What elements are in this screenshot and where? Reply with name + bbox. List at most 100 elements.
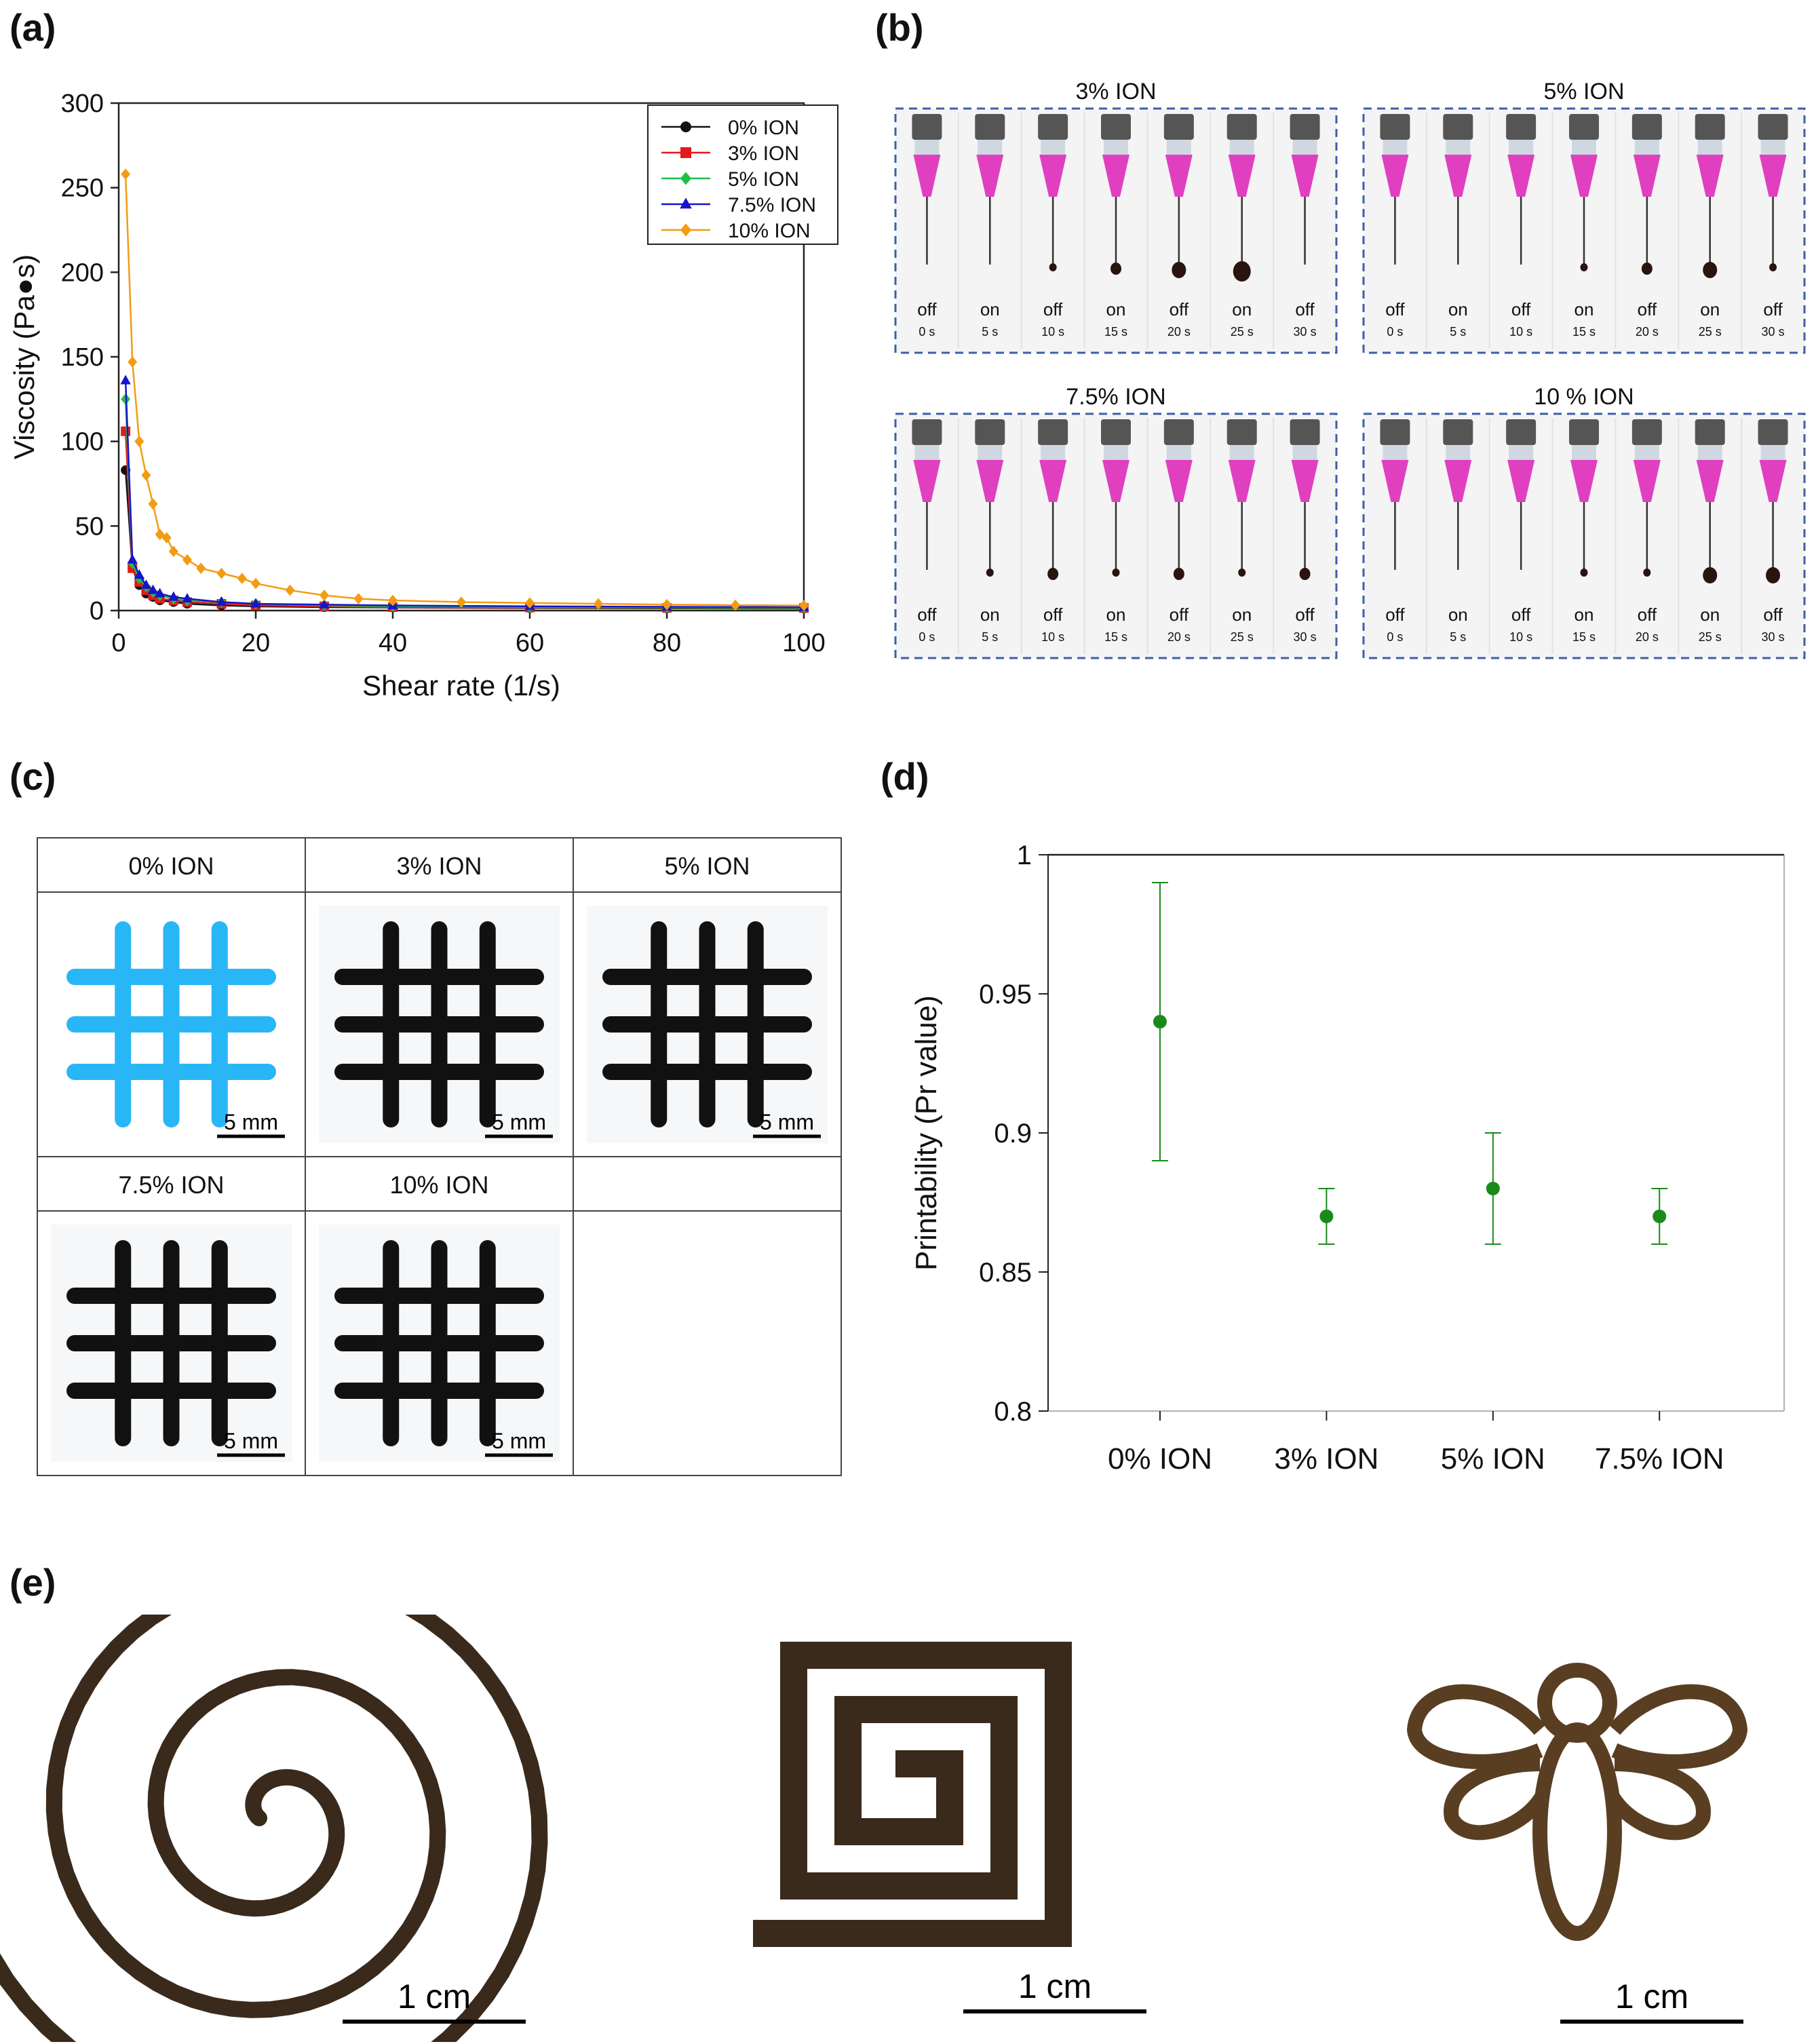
valve-state: on bbox=[980, 604, 1000, 625]
syringe-liquid bbox=[1570, 155, 1598, 197]
drop bbox=[1643, 568, 1651, 577]
time-label: 0 s bbox=[919, 325, 935, 339]
valve-state: off bbox=[1638, 604, 1657, 625]
syringe-frame: off 0 s bbox=[1380, 114, 1410, 339]
syringe-liquid bbox=[1165, 460, 1193, 502]
time-label: 10 s bbox=[1509, 630, 1532, 644]
x-tick-label: 5% ION bbox=[1441, 1442, 1545, 1476]
time-label: 5 s bbox=[1450, 630, 1466, 644]
syringe-cap bbox=[975, 419, 1005, 445]
syringe-cap bbox=[1226, 114, 1257, 140]
x-tick-label: 80 bbox=[653, 629, 681, 657]
y-tick-label: 150 bbox=[61, 343, 104, 372]
series-line bbox=[124, 469, 805, 610]
syringe-hub bbox=[1383, 140, 1408, 155]
syringe-frame: on 5 s bbox=[957, 418, 1005, 654]
syringe-extrusion-panel: 3% ION off 0 s on 5 s off 10 s on 15 s off 20 s on 2… bbox=[894, 79, 1806, 659]
drop bbox=[1703, 262, 1718, 278]
printed-shapes-panel: 1 cm 1 cm 1 cm bbox=[0, 1615, 1747, 2042]
syringe-hub bbox=[914, 140, 940, 155]
y-tick-label: 0.95 bbox=[979, 980, 1032, 1009]
scale-label: 5 mm bbox=[492, 1110, 546, 1134]
drop bbox=[1580, 568, 1588, 577]
syringe-hub bbox=[914, 445, 940, 460]
scale-label: 1 cm bbox=[398, 1978, 471, 2016]
syringe-frame: off 20 s bbox=[1146, 418, 1194, 654]
time-label: 5 s bbox=[982, 630, 998, 644]
cell-title: 5% ION bbox=[664, 852, 750, 880]
syringe-cap bbox=[1226, 419, 1257, 445]
panel-label-b: (b) bbox=[875, 6, 924, 49]
data-point bbox=[216, 596, 227, 606]
syringe-frame: off 10 s bbox=[1488, 418, 1537, 654]
valve-state: on bbox=[1448, 299, 1468, 320]
syringe-liquid bbox=[913, 155, 941, 197]
valve-state: on bbox=[1106, 299, 1126, 320]
syringe-hub bbox=[1104, 140, 1128, 155]
drop bbox=[1238, 568, 1246, 577]
syringe-hub bbox=[1634, 140, 1659, 155]
syringe-liquid bbox=[1039, 155, 1067, 197]
data-point bbox=[196, 562, 206, 575]
syringe-liquid bbox=[1291, 460, 1319, 502]
data-point bbox=[237, 573, 247, 585]
drop bbox=[1233, 261, 1251, 282]
group-title: 3% ION bbox=[1075, 79, 1156, 104]
syringe-hub bbox=[978, 445, 1003, 460]
data-point bbox=[147, 584, 159, 594]
data-point bbox=[168, 591, 179, 601]
y-axis-label: Printability (Pr value) bbox=[910, 995, 943, 1271]
drop bbox=[1769, 263, 1777, 271]
wing-top-right bbox=[1608, 1684, 1747, 1769]
valve-state: off bbox=[1511, 299, 1531, 320]
syringe-liquid bbox=[976, 460, 1004, 502]
group-title: 7.5% ION bbox=[1066, 384, 1165, 410]
syringe-hub bbox=[1697, 140, 1722, 155]
scale-label: 5 mm bbox=[492, 1429, 546, 1453]
syringe-cap bbox=[1163, 114, 1194, 140]
syringe-liquid bbox=[1507, 460, 1535, 502]
data-point bbox=[120, 374, 131, 385]
syringe-cap bbox=[975, 114, 1005, 140]
time-label: 30 s bbox=[1294, 325, 1317, 339]
data-point bbox=[161, 532, 172, 544]
syringe-liquid bbox=[1039, 460, 1067, 502]
data-point bbox=[1486, 1182, 1500, 1195]
time-label: 15 s bbox=[1572, 325, 1596, 339]
syringe-cap bbox=[1101, 419, 1131, 445]
y-tick-label: 0.9 bbox=[994, 1119, 1032, 1149]
valve-state: on bbox=[1574, 604, 1594, 625]
dragonfly-print: 1 cm bbox=[1407, 1663, 1747, 2024]
time-label: 25 s bbox=[1231, 630, 1254, 644]
syringe-frame: off 20 s bbox=[1146, 113, 1194, 349]
syringe-hub bbox=[1229, 445, 1254, 460]
data-point bbox=[1653, 1210, 1667, 1223]
syringe-cap bbox=[1758, 114, 1788, 140]
spiral-print: 1 cm bbox=[0, 1615, 548, 2042]
data-point bbox=[121, 426, 131, 436]
syringe-frame: on 25 s bbox=[1210, 418, 1257, 654]
drop bbox=[1641, 263, 1653, 275]
time-label: 20 s bbox=[1636, 630, 1659, 644]
valve-state: off bbox=[1043, 604, 1063, 625]
time-label: 25 s bbox=[1699, 630, 1722, 644]
y-tick-label: 50 bbox=[75, 512, 104, 541]
syringe-liquid bbox=[1444, 460, 1472, 502]
drop bbox=[1110, 263, 1121, 275]
syringe-frame: off 30 s bbox=[1273, 418, 1320, 654]
data-point bbox=[182, 554, 192, 566]
spiral-path bbox=[0, 1615, 548, 2042]
syringe-hub bbox=[1760, 445, 1785, 460]
syringe-hub bbox=[1292, 445, 1317, 460]
syringe-liquid bbox=[1228, 460, 1256, 502]
y-tick-label: 0.85 bbox=[979, 1258, 1032, 1288]
data-point bbox=[662, 598, 672, 611]
legend-label: 7.5% ION bbox=[728, 194, 816, 216]
time-label: 15 s bbox=[1104, 325, 1127, 339]
syringe-cap bbox=[912, 114, 942, 140]
legend-marker bbox=[680, 121, 691, 132]
valve-state: off bbox=[1295, 299, 1315, 320]
time-label: 10 s bbox=[1041, 630, 1064, 644]
cell-title: 3% ION bbox=[396, 852, 482, 880]
syringe-hub bbox=[1104, 445, 1128, 460]
